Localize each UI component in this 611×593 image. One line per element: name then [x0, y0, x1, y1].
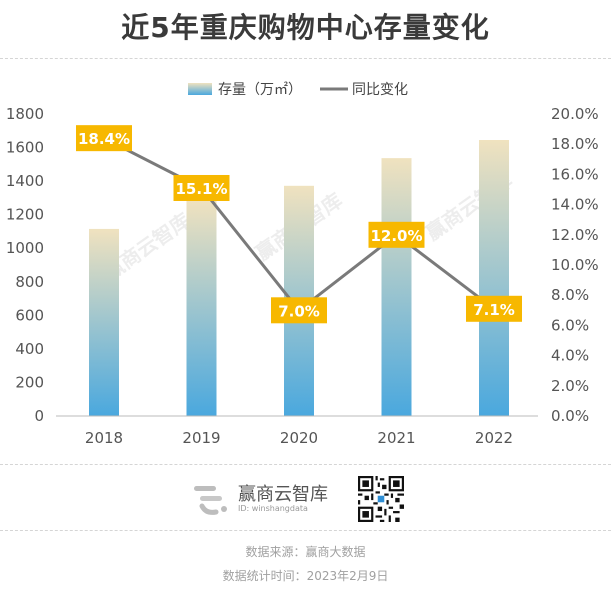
brand-block: 赢商云智库 ID: winshangdata: [192, 476, 328, 518]
data-label-2021: 12.0%: [370, 227, 422, 245]
x-tick-label: 2019: [182, 429, 220, 447]
bar-2021: [381, 158, 412, 416]
data-label-box: [271, 297, 327, 324]
data-label-2019: 15.1%: [175, 180, 227, 198]
chart-title: 近5年重庆购物中心存量变化: [121, 11, 490, 44]
x-tick-label: 2020: [280, 429, 318, 447]
y2-tick-label: 10.0%: [551, 256, 599, 274]
y2-tick-label: 0.0%: [551, 407, 589, 425]
y2-tick-label: 4.0%: [551, 347, 589, 365]
brand-name: 赢商云智库: [238, 484, 328, 505]
data-label-box: [466, 295, 522, 322]
footer-divider-top: [0, 464, 611, 465]
y-tick-label: 1200: [6, 206, 44, 224]
y2-tick-label: 6.0%: [551, 316, 589, 334]
y-tick-label: 600: [15, 306, 44, 324]
x-tick-label: 2021: [377, 429, 415, 447]
data-date: 数据统计时间：2023年2月9日: [222, 569, 389, 583]
y-tick-label: 1800: [6, 105, 44, 123]
data-label-2018: 18.4%: [78, 130, 130, 148]
y-tick-label: 0: [34, 407, 44, 425]
y-tick-label: 1400: [6, 172, 44, 190]
y2-tick-label: 8.0%: [551, 286, 589, 304]
qr-code-icon[interactable]: [358, 476, 404, 522]
legend-line-label: 同比变化: [352, 82, 408, 98]
y2-tick-label: 2.0%: [551, 377, 589, 395]
y2-tick-label: 14.0%: [551, 196, 599, 214]
legend-bar-swatch: [188, 83, 212, 95]
x-tick-label: 2022: [475, 429, 513, 447]
y-tick-label: 1000: [6, 239, 44, 257]
title-divider: [0, 58, 611, 59]
brand-logo-icon: [194, 486, 227, 515]
y2-tick-label: 20.0%: [551, 105, 599, 123]
y-tick-label: 200: [15, 373, 44, 391]
footer-divider-bottom: [0, 530, 611, 531]
data-label-box: [76, 125, 132, 152]
y-tick-label: 400: [15, 340, 44, 358]
y-tick-label: 1600: [6, 139, 44, 157]
y2-tick-label: 16.0%: [551, 165, 599, 183]
data-source: 数据来源：赢商大数据: [245, 545, 366, 559]
bar-2022: [479, 140, 509, 416]
legend-bar-label: 存量（万㎡）: [218, 82, 302, 98]
y-tick-label: 800: [15, 273, 44, 291]
x-tick-label: 2018: [85, 429, 123, 447]
data-label-2020: 7.0%: [278, 302, 320, 320]
data-label-box: [368, 221, 425, 248]
bar-2018: [89, 228, 119, 416]
combo-chart: 存量（万㎡）同比变化 赢商云智库赢商云智库赢商云智库 0200400600800…: [6, 82, 599, 447]
bar-2019: [186, 200, 217, 416]
data-label-2022: 7.1%: [473, 301, 515, 319]
chart-legend: 存量（万㎡） 同比变化: [188, 82, 408, 98]
y2-tick-label: 12.0%: [551, 226, 599, 244]
data-label-box: [173, 174, 230, 201]
brand-id: ID: winshangdata: [238, 504, 308, 513]
y2-tick-label: 18.0%: [551, 135, 599, 153]
